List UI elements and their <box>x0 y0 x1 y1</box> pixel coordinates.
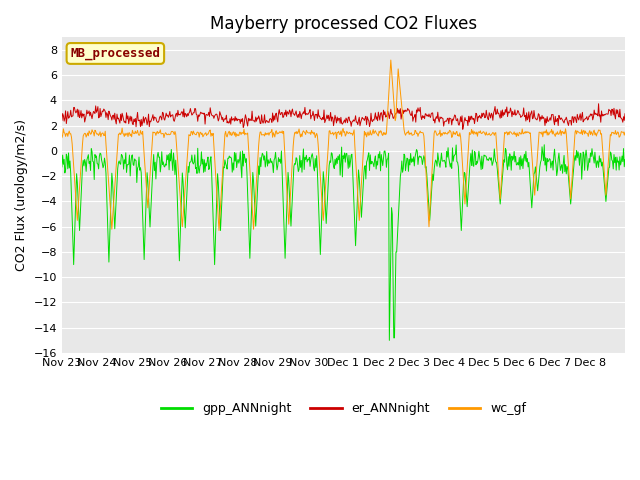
Line: er_ANNnight: er_ANNnight <box>62 104 625 129</box>
gpp_ANNnight <box>621 156 629 162</box>
er_ANNnight <box>595 101 602 107</box>
wc_gf <box>215 228 223 233</box>
gpp_ANNnight <box>255 172 263 178</box>
Line: wc_gf: wc_gf <box>62 60 625 230</box>
er_ANNnight <box>402 107 410 113</box>
wc_gf <box>256 129 264 135</box>
er_ANNnight <box>58 118 66 123</box>
er_ANNnight <box>228 114 236 120</box>
wc_gf <box>124 134 132 140</box>
wc_gf <box>435 131 442 136</box>
gpp_ANNnight <box>403 161 410 167</box>
Legend: gpp_ANNnight, er_ANNnight, wc_gf: gpp_ANNnight, er_ANNnight, wc_gf <box>156 397 531 420</box>
er_ANNnight <box>124 113 132 119</box>
Line: gpp_ANNnight: gpp_ANNnight <box>62 145 625 340</box>
wc_gf <box>278 130 285 135</box>
er_ANNnight <box>459 126 467 132</box>
er_ANNnight <box>621 111 629 117</box>
gpp_ANNnight <box>277 160 285 166</box>
er_ANNnight <box>255 115 263 121</box>
gpp_ANNnight <box>434 150 442 156</box>
gpp_ANNnight <box>228 156 236 162</box>
Title: Mayberry processed CO2 Fluxes: Mayberry processed CO2 Fluxes <box>210 15 477 33</box>
er_ANNnight <box>433 116 441 121</box>
gpp_ANNnight <box>540 142 548 148</box>
gpp_ANNnight <box>124 162 132 168</box>
wc_gf <box>228 132 236 138</box>
gpp_ANNnight <box>385 337 393 343</box>
wc_gf <box>621 129 629 135</box>
wc_gf <box>403 130 411 135</box>
wc_gf <box>58 135 66 141</box>
Text: MB_processed: MB_processed <box>70 47 161 60</box>
wc_gf <box>387 57 395 63</box>
gpp_ANNnight <box>58 164 66 170</box>
er_ANNnight <box>277 112 285 118</box>
Y-axis label: CO2 Flux (urology/m2/s): CO2 Flux (urology/m2/s) <box>15 119 28 271</box>
